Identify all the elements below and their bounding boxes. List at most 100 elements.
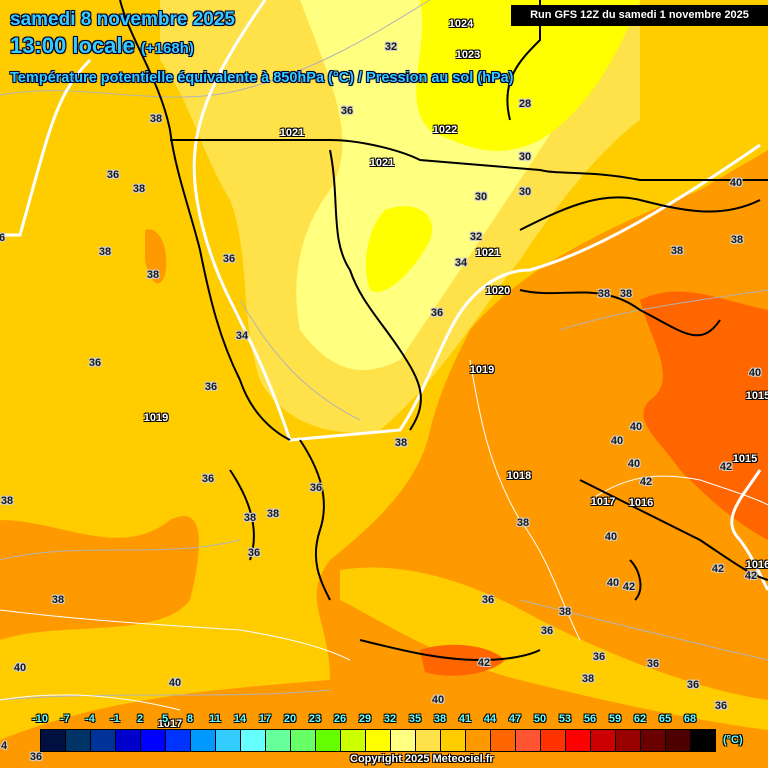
pressure-label: 1015 (732, 453, 758, 465)
legend-swatch (491, 730, 516, 751)
temperature-label: 28 (518, 98, 532, 110)
legend-tick: 5 (161, 713, 169, 725)
legend-swatch (391, 730, 416, 751)
temperature-label: 36 (481, 594, 495, 606)
legend-swatch (466, 730, 491, 751)
legend-tick: 56 (583, 713, 597, 725)
temperature-label: 34 (235, 330, 249, 342)
temperature-label: 42 (622, 581, 636, 593)
legend-tick: -1 (110, 713, 120, 725)
temperature-label: 36 (222, 253, 236, 265)
temperature-label: 36 (247, 547, 261, 559)
temperature-label: 40 (748, 367, 762, 379)
legend-swatch (216, 730, 241, 751)
temperature-label: 32 (469, 231, 483, 243)
temperature-label: 38 (730, 234, 744, 246)
legend-swatch (141, 730, 166, 751)
temperature-label: 38 (516, 517, 530, 529)
pressure-label: 1024 (448, 18, 474, 30)
legend-tick: 14 (233, 713, 247, 725)
pressure-label: 1015 (745, 390, 768, 402)
field-38-italy (145, 229, 167, 284)
temperature-label: 40 (431, 694, 445, 706)
temperature-label: 36 (29, 751, 43, 763)
pressure-label: 1016 (745, 559, 768, 571)
forecast-date: samedi 8 novembre 2025 (10, 9, 235, 30)
temperature-label: 4 (0, 740, 8, 752)
legend-tick: 17 (258, 713, 272, 725)
legend-tick: 59 (608, 713, 622, 725)
legend-tick: 65 (658, 713, 672, 725)
temperature-label: 36 (540, 625, 554, 637)
field-28-north (416, 0, 640, 151)
legend-tick: 68 (683, 713, 697, 725)
temperature-label: 42 (711, 563, 725, 575)
pressure-label: 1016 (628, 497, 654, 509)
temperature-label: 30 (474, 191, 488, 203)
legend-swatch (116, 730, 141, 751)
pressure-label: 1023 (455, 49, 481, 61)
legend-swatch (41, 730, 66, 751)
temperature-label: 40 (610, 435, 624, 447)
pressure-label: 1021 (279, 127, 305, 139)
lead-time: (+168h) (140, 40, 194, 57)
legend-tick: 47 (508, 713, 522, 725)
theta-contours (0, 0, 768, 701)
legend-swatch (66, 730, 91, 751)
temperature-label: 36 (430, 307, 444, 319)
temperature-label: 38 (0, 495, 14, 507)
legend-swatch (441, 730, 466, 751)
legend-tick: -10 (32, 713, 48, 725)
temperature-label: 40 (627, 458, 641, 470)
pressure-label: 1018 (506, 470, 532, 482)
temperature-label: 38 (558, 606, 572, 618)
legend-swatch (666, 730, 691, 751)
field-38-sw (0, 516, 199, 640)
legend-swatch (591, 730, 616, 751)
pressure-label: 1017 (590, 496, 616, 508)
temperature-label: 32 (384, 41, 398, 53)
temperature-label: 42 (639, 476, 653, 488)
legend-tick: 26 (333, 713, 347, 725)
legend-swatch (366, 730, 391, 751)
temperature-label: 30 (518, 151, 532, 163)
pressure-label: 1020 (485, 285, 511, 297)
color-legend (40, 729, 716, 752)
legend-tick: -7 (60, 713, 70, 725)
coastlines (119, 0, 768, 662)
temperature-label: 36 (592, 651, 606, 663)
legend-swatch (241, 730, 266, 751)
temperature-label: 36 (686, 679, 700, 691)
temperature-label: 40 (606, 577, 620, 589)
legend-swatch (566, 730, 591, 751)
temperature-label: 36 (204, 381, 218, 393)
field-35-tongue (340, 567, 768, 730)
temperature-label: 36 (201, 473, 215, 485)
temperature-label: 30 (518, 186, 532, 198)
legend-swatch (516, 730, 541, 751)
legend-swatch (316, 730, 341, 751)
temperature-label: 36 (646, 658, 660, 670)
pressure-label: 1017 (157, 718, 183, 730)
pressure-label: 1021 (475, 247, 501, 259)
temperature-label: 38 (581, 673, 595, 685)
temperature-label: 38 (146, 269, 160, 281)
run-info: Run GFS 12Z du samedi 1 novembre 2025 (511, 5, 768, 26)
temperature-label: 6 (0, 232, 6, 244)
temperature-label: 36 (714, 700, 728, 712)
temperature-label: 36 (88, 357, 102, 369)
field-28-thermaikos (365, 206, 432, 292)
legend-tick: -4 (85, 713, 95, 725)
temperature-label: 40 (168, 677, 182, 689)
temperature-label: 38 (243, 512, 257, 524)
temperature-label: 38 (670, 245, 684, 257)
legend-tick: 41 (458, 713, 472, 725)
legend-swatch (341, 730, 366, 751)
pressure-label: 1021 (369, 157, 395, 169)
temperature-label: 38 (266, 508, 280, 520)
map-subtitle: Température potentielle équivalente à 85… (10, 70, 514, 86)
temperature-label: 42 (744, 570, 758, 582)
legend-swatch (266, 730, 291, 751)
legend-tick: 29 (358, 713, 372, 725)
